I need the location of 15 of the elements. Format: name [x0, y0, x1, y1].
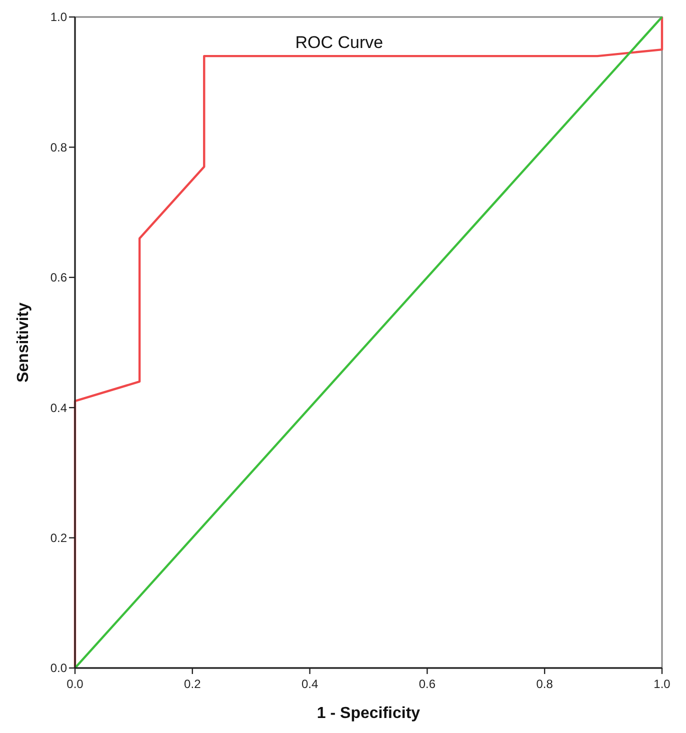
x-tick-label: 0.2 [184, 677, 202, 691]
x-tick-label: 0.4 [301, 677, 318, 691]
text: ROC Curve [295, 33, 384, 52]
x-axis-title: 1 - Specificity [316, 705, 420, 722]
y-tick-label: 0.0 [50, 661, 68, 676]
y-tick-label: 0.2 [50, 531, 68, 545]
x-tick-label: 0.0 [66, 677, 84, 691]
y-tick-label: 0.4 [50, 400, 68, 415]
x-tick-label: 0.8 [536, 677, 554, 691]
x-tick-label: 0.6 [418, 677, 436, 691]
y-tick-label: 0.8 [50, 140, 68, 154]
y-tick-label: 0.6 [50, 270, 68, 285]
x-tick-label: 1.0 [654, 677, 671, 691]
y-axis-title: Sensitivity [15, 302, 32, 383]
y-tick-label: 1.0 [50, 10, 68, 24]
